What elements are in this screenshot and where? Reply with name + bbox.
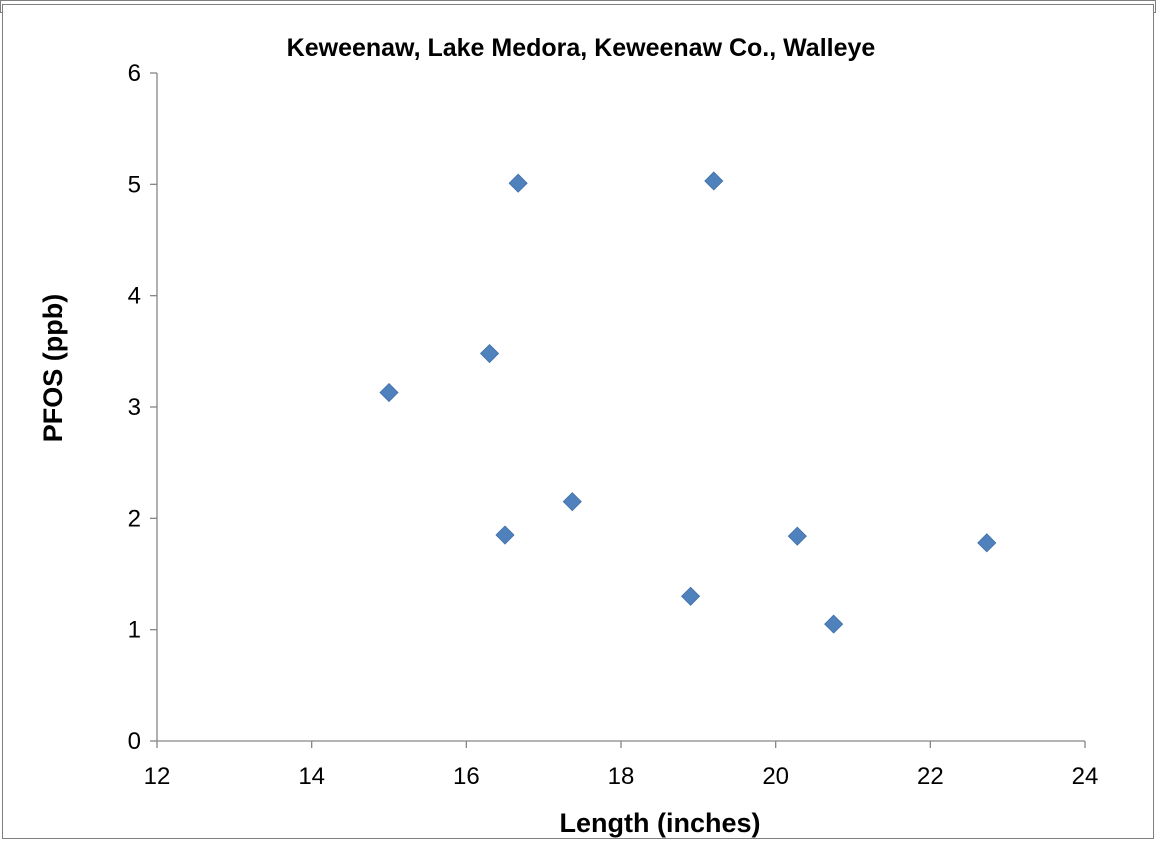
data-point — [824, 614, 844, 634]
data-point — [379, 382, 399, 403]
data-point — [787, 526, 807, 546]
y-ticks: 0 1 2 3 4 5 6 — [128, 60, 157, 755]
x-tick-label: 18 — [608, 763, 635, 790]
data-point — [977, 533, 997, 553]
x-ticks: 12 14 16 18 20 22 24 — [144, 741, 1099, 790]
chart-title: Keweenaw, Lake Medora, Keweenaw Co., Wal… — [287, 34, 876, 62]
data-point — [704, 171, 724, 191]
y-tick-label: 2 — [128, 505, 141, 532]
x-tick-label: 24 — [1072, 763, 1099, 790]
x-tick-label: 12 — [144, 763, 171, 790]
y-axis-label: PFOS (ppb) — [38, 294, 68, 442]
data-point — [681, 586, 701, 606]
y-tick-label: 4 — [128, 283, 141, 310]
data-point — [562, 492, 582, 512]
y-tick-label: 5 — [128, 171, 141, 198]
data-point — [495, 525, 515, 545]
x-axis-label: Length (inches) — [560, 808, 761, 838]
chart-border — [2, 4, 1154, 839]
y-tick-label: 6 — [128, 60, 141, 87]
data-points — [379, 171, 997, 634]
y-tick-label: 0 — [128, 728, 141, 755]
y-tick-label: 1 — [128, 617, 141, 644]
x-tick-label: 22 — [917, 763, 944, 790]
data-point — [508, 173, 528, 193]
x-tick-label: 16 — [453, 763, 480, 790]
data-point — [479, 343, 500, 364]
y-tick-label: 3 — [128, 394, 141, 421]
x-tick-label: 20 — [762, 763, 789, 790]
x-tick-label: 14 — [298, 763, 325, 790]
